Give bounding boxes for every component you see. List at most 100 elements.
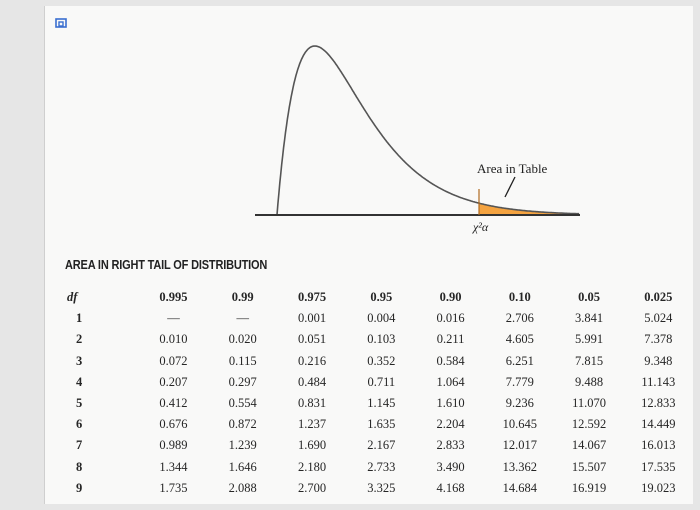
- table-cell: 9.348: [644, 353, 673, 368]
- table-cell: —: [236, 311, 249, 326]
- table-cell: 12.592: [571, 417, 607, 432]
- table-cell: 12.833: [641, 396, 676, 411]
- table-cell: 14.684: [502, 480, 537, 495]
- table-cell: 0.554: [228, 396, 257, 411]
- table-cell: 1.344: [159, 459, 188, 474]
- table-cell: 9.236: [505, 396, 534, 411]
- table-row: 3 0.072 0.115 0.216 0.352 0.584 6.251 7.815 9.34…: [45, 351, 693, 372]
- df-cell: 7: [76, 438, 83, 453]
- table-cell: 3.325: [367, 480, 396, 495]
- table-row: 5 0.412 0.554 0.831 1.145 1.610 9.236 11.070 12.…: [45, 393, 693, 414]
- table-cell: 7.779: [505, 374, 534, 389]
- table-cell: 0.211: [436, 332, 465, 347]
- table-cell: 0.001: [297, 311, 327, 326]
- table-cell: 4.605: [505, 332, 534, 347]
- table-cell: 3.490: [436, 459, 465, 474]
- df-cell: 2: [76, 332, 83, 347]
- pointer-line: [504, 176, 516, 198]
- table-row: 4 0.207 0.297 0.484 0.711 1.064 7.779 9.488 11.1…: [45, 372, 693, 393]
- table-cell: 2.706: [505, 311, 534, 326]
- table-cell: 6.251: [505, 353, 534, 368]
- table-cell: 1.610: [436, 396, 465, 411]
- table-cell: 12.017: [502, 438, 537, 453]
- table-cell: 0.020: [228, 332, 257, 347]
- table-cell: 1.635: [367, 417, 396, 432]
- table-cell: 0.016: [436, 311, 465, 326]
- area-in-table-label: Area in Table: [477, 161, 548, 176]
- table-cell: 0.004: [367, 311, 396, 326]
- table-cell: 5.024: [644, 311, 673, 326]
- bookmark-icon: [55, 18, 67, 28]
- table-cell: 1.145: [367, 396, 396, 411]
- table-cell: —: [167, 311, 180, 326]
- column-header: 0.995: [159, 290, 188, 305]
- table-cell: 2.204: [436, 417, 465, 432]
- chi-square-diagram: [255, 45, 580, 216]
- df-cell: 1: [76, 311, 83, 326]
- table-cell: 0.297: [228, 374, 257, 389]
- table-cell: 16.013: [641, 438, 676, 453]
- column-header: 0.025: [644, 290, 673, 305]
- table-cell: 10.645: [502, 417, 537, 432]
- table-cell: 1.064: [436, 374, 465, 389]
- table-cell: 1.735: [159, 480, 188, 495]
- table-cell: 0.352: [367, 353, 396, 368]
- table-cell: 19.023: [641, 480, 676, 495]
- table-header-row: df 0.995 0.99 0.975 0.95 0.90 0.10 0.05 …: [45, 287, 693, 308]
- density-curve: [276, 45, 580, 216]
- table-cell: 2.700: [297, 480, 327, 495]
- table-row: 8 1.344 1.646 2.180 2.733 3.490 13.362 15.507 17…: [45, 457, 693, 478]
- table-cell: 0.010: [159, 332, 188, 347]
- table-cell: 16.919: [571, 480, 607, 495]
- table-cell: 11.070: [572, 396, 607, 411]
- table-cell: 14.449: [641, 417, 676, 432]
- table-cell: 15.507: [571, 459, 607, 474]
- table-cell: 2.833: [436, 438, 465, 453]
- table-cell: 14.067: [571, 438, 607, 453]
- table-cell: 1.646: [228, 459, 257, 474]
- table-cell: 7.378: [644, 332, 673, 347]
- table-row: 9 1.735 2.088 2.700 3.325 4.168 14.684 16.919 19…: [45, 478, 693, 499]
- column-header: 0.95: [370, 290, 393, 305]
- column-header: 0.05: [578, 290, 600, 305]
- table-cell: 0.711: [367, 374, 396, 389]
- table-cell: 9.488: [575, 374, 604, 389]
- table-cell: 2.167: [367, 438, 396, 453]
- df-cell: 3: [76, 353, 83, 368]
- table-cell: 0.484: [297, 374, 327, 389]
- table-cell: 0.584: [436, 353, 465, 368]
- table-cell: 0.103: [367, 332, 396, 347]
- table-cell: 0.216: [297, 353, 327, 368]
- column-header: 0.99: [231, 290, 254, 305]
- table-cell: 13.362: [502, 459, 537, 474]
- table-cell: 0.115: [228, 353, 257, 368]
- df-cell: 4: [76, 374, 83, 389]
- table-row: 2 0.010 0.020 0.051 0.103 0.211 4.605 5.991 7.37…: [45, 329, 693, 350]
- table-cell: 0.831: [297, 396, 327, 411]
- table-cell: 0.676: [159, 417, 188, 432]
- table-cell: 1.690: [297, 438, 327, 453]
- table-cell: 0.412: [159, 396, 188, 411]
- table-cell: 2.733: [367, 459, 396, 474]
- table-cell: 0.051: [297, 332, 327, 347]
- df-cell: 5: [76, 396, 83, 411]
- table-row: 1 — — 0.001 0.004 0.016 2.706 3.841 5.024: [45, 308, 693, 329]
- table-cell: 4.168: [436, 480, 465, 495]
- table-cell: 3.841: [575, 311, 604, 326]
- document-page: Area in Table χ²α AREA IN RIGHT TAIL OF …: [44, 6, 693, 504]
- table-cell: 7.815: [575, 353, 604, 368]
- table-cell: 11.143: [641, 374, 676, 389]
- column-header: 0.10: [508, 290, 531, 305]
- table-cell: 5.991: [575, 332, 604, 347]
- table-cell: 2.088: [228, 480, 257, 495]
- df-cell: 6: [76, 417, 83, 432]
- df-cell: 8: [76, 459, 83, 474]
- table-cell: 1.239: [228, 438, 257, 453]
- df-cell: 9: [76, 480, 83, 495]
- section-title: AREA IN RIGHT TAIL OF DISTRIBUTION: [65, 258, 268, 272]
- chi-square-alpha-label: χ²α: [473, 220, 489, 234]
- table-cell: 0.207: [159, 374, 188, 389]
- table-cell: 0.072: [159, 353, 188, 368]
- chi-square-table: df 0.995 0.99 0.975 0.95 0.90 0.10 0.05 …: [45, 287, 693, 499]
- table-row: 6 0.676 0.872 1.237 1.635 2.204 10.645 12.592 14…: [45, 414, 693, 435]
